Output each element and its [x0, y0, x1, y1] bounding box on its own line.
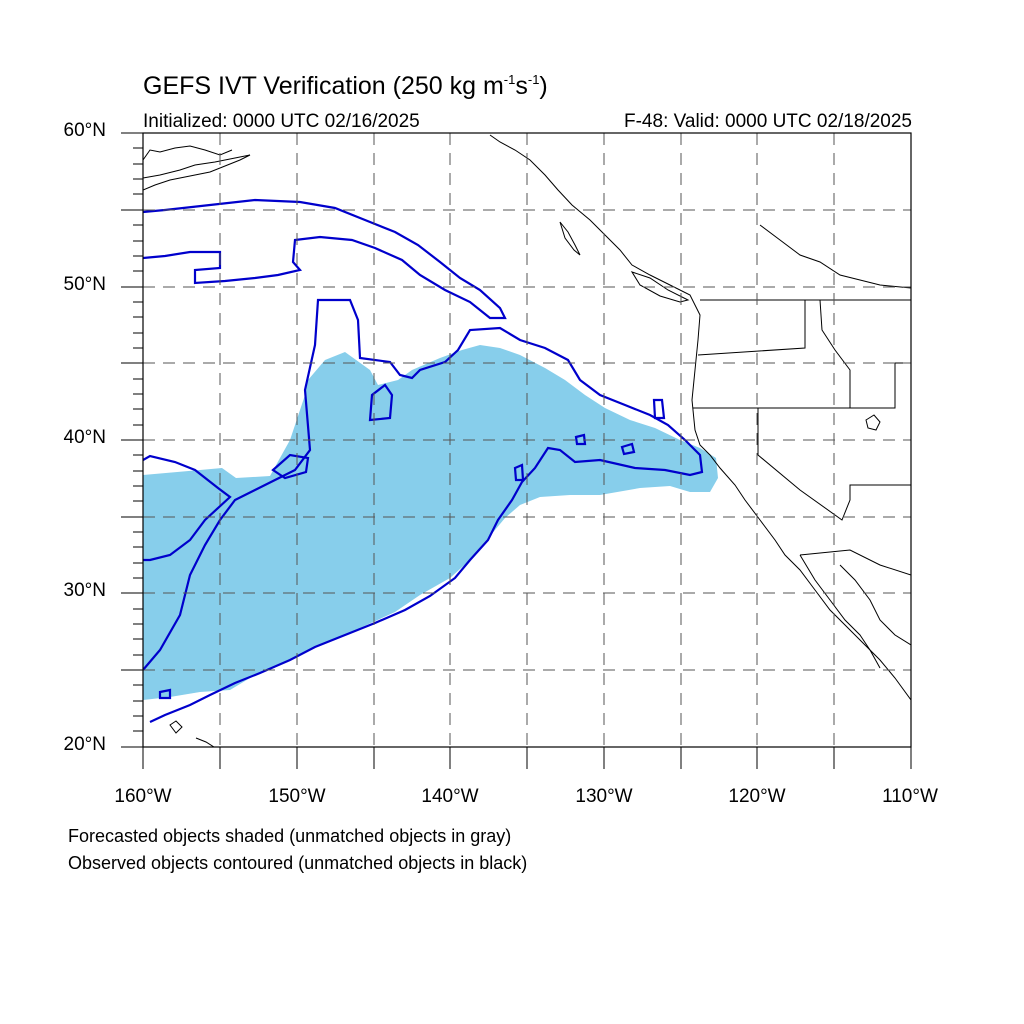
lon-label-110w: 110°W [882, 786, 938, 807]
baja-peninsula [799, 554, 881, 669]
chart-title: GEFS IVT Verification (250 kg m-1s-1) [143, 72, 548, 100]
lat-label-30: 30°N [63, 580, 106, 601]
state-border-ca-nv [757, 408, 911, 521]
observed-contour-small-3 [574, 433, 587, 446]
state-border-wa-or [697, 300, 806, 356]
forecast-note: Forecasted objects shaded (unmatched obj… [68, 826, 512, 846]
observed-contour-small-5 [513, 463, 525, 482]
forecast-object-west [143, 495, 195, 565]
lon-label-160w: 160°W [114, 786, 172, 807]
us-mexico-border [799, 549, 911, 576]
haida-gwaii [559, 221, 581, 256]
observed-contour-small-4 [652, 398, 666, 420]
lat-label-20: 20°N [63, 734, 106, 755]
initialized-time: Initialized: 0000 UTC 02/16/2025 [143, 111, 420, 132]
lon-label-140w: 140°W [421, 786, 479, 807]
valid-time: F-48: Valid: 0000 UTC 02/18/2025 [624, 111, 912, 132]
grid-lines [143, 133, 911, 747]
observed-note: Observed objects contoured (unmatched ob… [68, 853, 528, 873]
observed-contour-southwest [143, 454, 232, 562]
observed-contour-north-1 [143, 198, 507, 320]
lon-label-150w: 150°W [268, 786, 326, 807]
observed-contour-loop-1 [368, 383, 394, 422]
observed-contour-small-1 [158, 688, 172, 700]
lat-label-60: 60°N [63, 120, 106, 141]
alaska-coastline [143, 154, 251, 191]
vancouver-island [630, 271, 690, 303]
state-border-id [819, 299, 851, 408]
lon-label-130w: 130°W [575, 786, 633, 807]
observed-contour-loop-2 [271, 453, 310, 480]
canada-east-coast [759, 224, 911, 289]
hawaii-islands [169, 720, 215, 747]
lat-ticks [121, 132, 143, 748]
north-america-coastline [489, 134, 911, 701]
gulf-of-california [839, 564, 911, 646]
great-salt-lake [865, 414, 881, 431]
lon-ticks [142, 747, 912, 769]
state-border-or-ca [693, 362, 911, 409]
observed-contour-small-2 [620, 442, 636, 456]
alaska-coastline-north [143, 145, 233, 161]
lon-label-120w: 120°W [728, 786, 786, 807]
lat-label-50: 50°N [63, 274, 106, 295]
lat-label-40: 40°N [63, 427, 106, 448]
forecast-object [143, 345, 718, 700]
